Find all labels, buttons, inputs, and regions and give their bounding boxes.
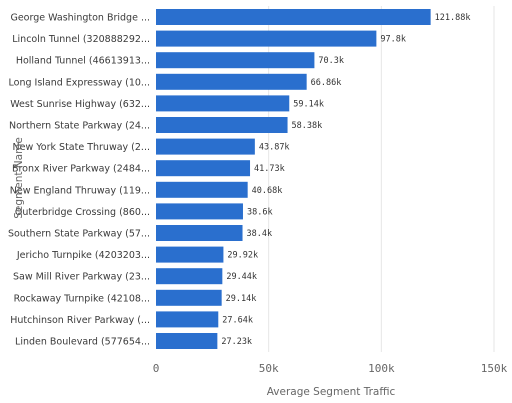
category-label: Rockaway Turnpike (42108... — [14, 293, 150, 304]
value-label: 29.14k — [226, 294, 257, 304]
category-label: George Washington Bridge ... — [10, 13, 150, 24]
value-label: 121.88k — [435, 13, 471, 23]
category-label: Southern State Parkway (57... — [8, 229, 150, 240]
category-label: New England Thruway (119... — [10, 185, 150, 196]
x-tick-label: 50k — [259, 362, 279, 375]
category-label: Bronx River Parkway (2484... — [12, 164, 150, 175]
category-label: Outerbridge Crossing (860... — [15, 207, 150, 218]
value-label: 97.8k — [380, 35, 406, 45]
bar[interactable] — [156, 203, 243, 220]
category-label: West Sunrise Highway (632... — [10, 99, 150, 110]
bar[interactable] — [156, 117, 288, 133]
bar[interactable] — [156, 160, 251, 177]
value-label: 29.44k — [226, 272, 257, 282]
value-label: 66.86k — [311, 78, 342, 88]
bars — [156, 9, 431, 349]
bar[interactable] — [156, 52, 315, 69]
value-label: 38.4k — [247, 229, 273, 239]
value-label: 27.23k — [221, 337, 252, 347]
x-axis-ticks: 0 50k 100k 150k — [153, 362, 508, 375]
category-label: Linden Boulevard (577654... — [15, 337, 150, 348]
value-label: 38.6k — [247, 207, 273, 217]
value-label: 70.3k — [318, 56, 344, 66]
bar[interactable] — [156, 289, 222, 306]
bar[interactable] — [156, 225, 243, 241]
bar[interactable] — [156, 333, 218, 349]
category-label: Jericho Turnpike (4203203... — [16, 250, 150, 261]
category-label: Saw Mill River Parkway (23... — [13, 272, 150, 283]
value-label: 27.64k — [222, 315, 253, 325]
bar[interactable] — [156, 268, 223, 285]
category-label: Holland Tunnel (46613913... — [16, 56, 150, 67]
value-label: 41.73k — [254, 164, 285, 174]
category-label: Hutchinson River Parkway (... — [10, 315, 150, 326]
bar[interactable] — [156, 181, 248, 198]
value-labels: 121.88k 97.8k 70.3k 66.86k 59.14k 58.38k 43.87… — [221, 13, 470, 347]
x-axis-title: Average Segment Traffic — [267, 386, 396, 398]
value-label: 29.92k — [227, 251, 258, 261]
value-label: 58.38k — [292, 121, 323, 131]
x-tick-label: 100k — [368, 362, 395, 375]
bar[interactable] — [156, 311, 219, 328]
x-tick-label: 0 — [153, 362, 160, 375]
bar[interactable] — [156, 9, 431, 25]
category-labels: George Washington Bridge ... Lincoln Tunn… — [8, 13, 150, 348]
category-label: Long Island Expressway (10... — [9, 77, 150, 88]
value-label: 59.14k — [293, 99, 324, 109]
bar[interactable] — [156, 246, 224, 263]
y-axis-title: Segment Name — [13, 137, 25, 219]
value-label: 40.68k — [252, 186, 283, 196]
bar[interactable] — [156, 95, 290, 112]
category-label: New York State Thruway (2... — [13, 142, 150, 153]
category-label: Northern State Parkway (24... — [9, 121, 150, 132]
bar[interactable] — [156, 30, 377, 47]
category-label: Lincoln Tunnel (320888292... — [12, 34, 150, 45]
value-label: 43.87k — [259, 143, 290, 153]
x-tick-label: 150k — [481, 362, 508, 375]
bar[interactable] — [156, 138, 255, 155]
bar[interactable] — [156, 73, 307, 90]
